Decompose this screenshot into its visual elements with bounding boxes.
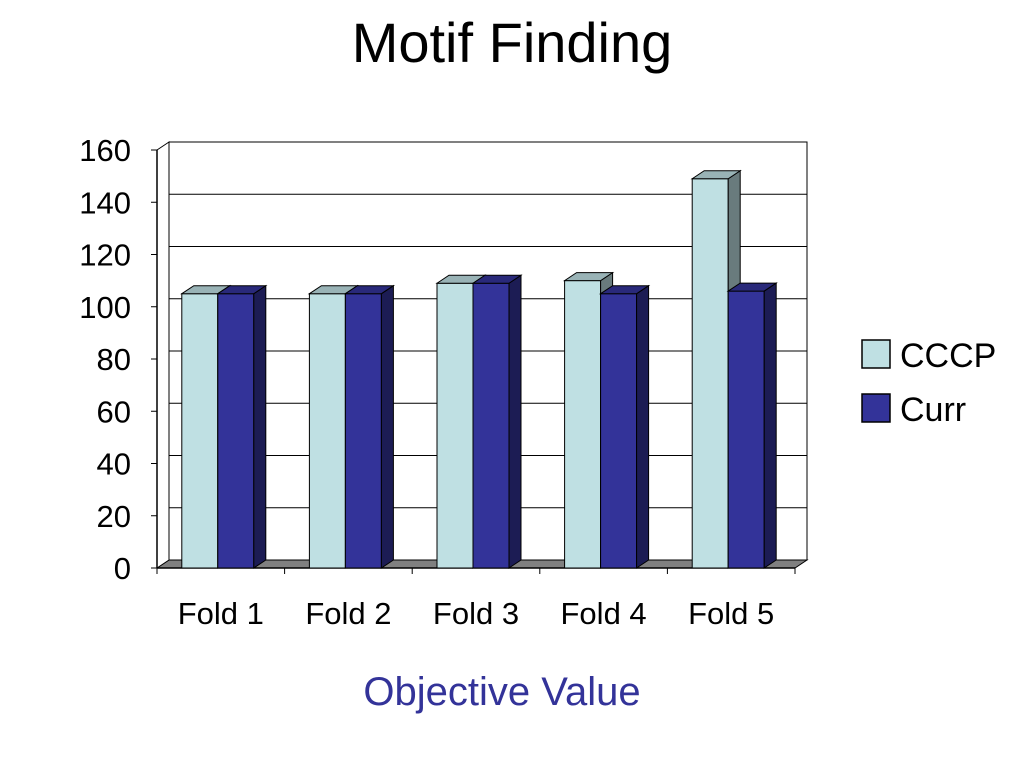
bar-curr xyxy=(727,290,765,569)
y-tick-label: 20 xyxy=(97,499,131,534)
y-tick-label: 100 xyxy=(79,290,131,325)
bar-cccp xyxy=(691,178,729,569)
bars xyxy=(180,169,778,569)
bar-top-curr xyxy=(343,285,396,295)
bar-cccp xyxy=(181,293,219,569)
bar-side-curr xyxy=(380,284,394,569)
legend-label-curr: Curr xyxy=(900,391,966,429)
legend: CCCP Curr xyxy=(861,337,996,429)
bar-top-curr xyxy=(471,274,523,284)
x-axis-label: Objective Value xyxy=(363,670,641,714)
x-tick-label: Fold 4 xyxy=(561,596,647,631)
bar-top-curr xyxy=(216,285,268,295)
x-tick-label: Fold 3 xyxy=(433,596,519,631)
bar-side-curr xyxy=(508,274,522,569)
y-tick-label: 60 xyxy=(97,394,131,429)
y-tick-label: 160 xyxy=(79,133,131,168)
bar-curr xyxy=(472,282,510,569)
legend-label-cccp: CCCP xyxy=(900,337,996,375)
legend-swatch-curr xyxy=(861,393,891,423)
y-tick-label: 140 xyxy=(79,185,131,220)
x-tick-label: Fold 5 xyxy=(688,596,774,631)
legend-swatch-cccp xyxy=(861,339,891,369)
bar-curr xyxy=(217,293,255,569)
bar-top-cccp xyxy=(690,170,742,180)
x-tick-label: Fold 2 xyxy=(305,596,391,631)
bar-curr xyxy=(344,293,382,569)
y-tick-label: 40 xyxy=(97,447,131,482)
y-tick-label: 120 xyxy=(79,238,131,273)
bar-curr xyxy=(600,293,638,569)
bar-cccp xyxy=(308,293,346,569)
bar-side-curr xyxy=(253,284,267,569)
chart-title: Motif Finding xyxy=(351,11,673,74)
x-tick-label: Fold 1 xyxy=(178,596,264,631)
side-wall xyxy=(156,141,170,569)
bar-top-cccp xyxy=(562,272,615,282)
tick-labels: 0 20 40 60 80 100 120 140 160 Fold 1 Fold 2 Fold 3 F… xyxy=(79,133,774,631)
bar-top-curr xyxy=(726,282,778,292)
y-tick-label: 0 xyxy=(114,551,131,586)
bar-top-curr xyxy=(598,285,651,295)
bar-cccp xyxy=(564,280,602,569)
bar-side-curr xyxy=(763,282,777,569)
y-tick-label: 80 xyxy=(97,342,131,377)
bar-cccp xyxy=(436,282,474,569)
bar-side-curr xyxy=(636,284,650,569)
